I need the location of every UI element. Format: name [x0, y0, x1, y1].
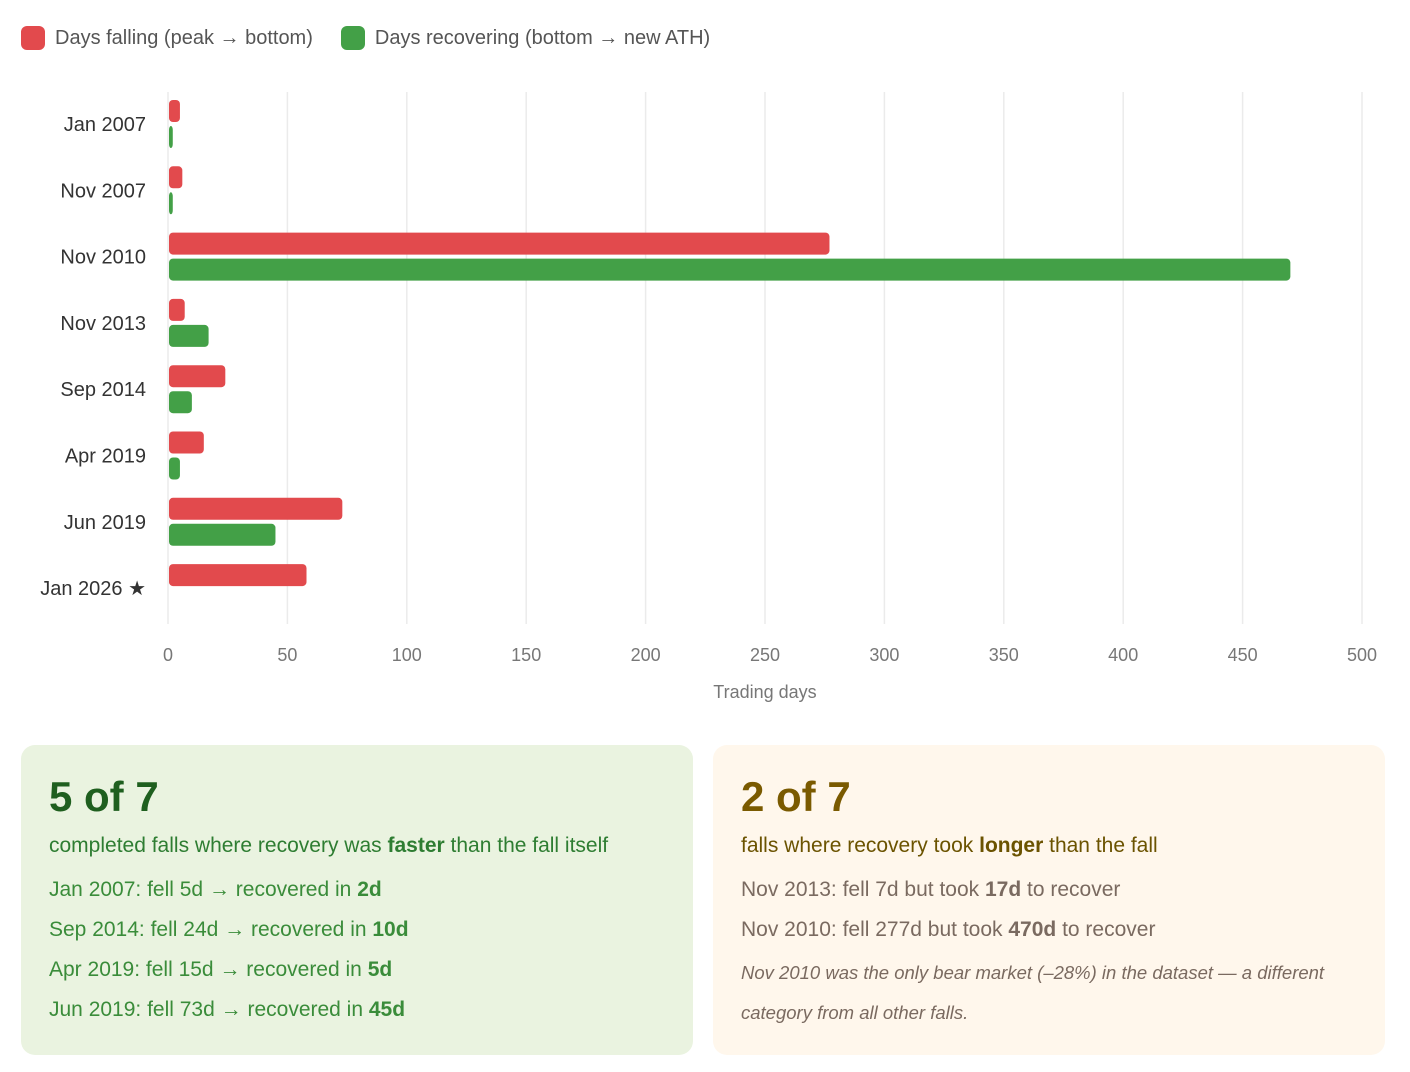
bar-recovering[interactable]	[169, 324, 209, 347]
legend-label-recovering: Days recovering (bottom → new ATH)	[374, 26, 711, 49]
category-labels: Jan 2007 Nov 2007 Nov 2010 Nov 2013 Sep 2014…	[40, 114, 146, 600]
x-tick-label: 450	[1228, 645, 1258, 665]
longer-item: Nov 2010: fell 277d but took 470d to rec…	[741, 918, 1156, 941]
bar-falling[interactable]	[169, 564, 307, 587]
bar-falling[interactable]	[169, 100, 180, 122]
category-label: Sep 2014	[60, 379, 146, 401]
longer-recovery-card: 2 of 7 falls where recovery took longer …	[713, 745, 1385, 1055]
bear-market-note: Nov 2010 was the only bear market (–28%)…	[741, 962, 1325, 1023]
x-tick-label: 400	[1108, 645, 1138, 665]
category-label: Apr 2019	[65, 446, 146, 468]
legend-item-falling[interactable]: Days falling (peak → bottom)	[21, 26, 313, 50]
faster-subtitle: completed falls where recovery was faste…	[49, 834, 609, 857]
bar-chart: Jan 2007 Nov 2007 Nov 2010 Nov 2013 Sep 2014…	[40, 92, 1377, 702]
faster-item: Sep 2014: fell 24d → recovered in 10d	[49, 918, 409, 941]
legend-item-recovering[interactable]: Days recovering (bottom → new ATH)	[340, 26, 711, 50]
bar-recovering[interactable]	[169, 523, 276, 546]
bar-falling[interactable]	[169, 298, 185, 321]
longer-subtitle: falls where recovery took longer than th…	[741, 834, 1158, 857]
faster-item: Jan 2007: fell 5d → recovered in 2d	[49, 878, 382, 901]
x-tick-label: 250	[750, 645, 780, 665]
faster-item: Apr 2019: fell 15d → recovered in 5d	[49, 958, 393, 981]
x-tick-label: 0	[163, 645, 173, 665]
legend-swatch-recovering	[340, 26, 365, 50]
x-tick-label: 50	[277, 645, 297, 665]
category-label: Jan 2026 ★	[40, 578, 146, 600]
bar-recovering[interactable]	[169, 192, 173, 215]
bar-falling[interactable]	[169, 166, 183, 189]
longer-headline: 2 of 7	[741, 773, 851, 820]
x-tick-label: 200	[631, 645, 661, 665]
category-label: Nov 2010	[60, 247, 146, 269]
bar-falling[interactable]	[169, 497, 343, 520]
bar-recovering[interactable]	[169, 126, 173, 148]
faster-headline: 5 of 7	[49, 773, 159, 820]
x-tick-label: 500	[1347, 645, 1377, 665]
x-tick-label: 100	[392, 645, 422, 665]
bar-recovering[interactable]	[169, 457, 180, 480]
legend-swatch-falling	[21, 26, 45, 50]
legend-label-falling: Days falling (peak → bottom)	[55, 26, 313, 49]
x-tick-label: 350	[989, 645, 1019, 665]
faster-item: Jun 2019: fell 73d → recovered in 45d	[49, 998, 406, 1021]
bars	[169, 100, 1291, 587]
x-tick-label: 300	[869, 645, 899, 665]
bar-recovering[interactable]	[169, 391, 192, 414]
x-tick-labels: 0 50 100 150 200 250 300 350 400 450 500	[163, 645, 1377, 665]
faster-recovery-card: 5 of 7 completed falls where recovery wa…	[21, 745, 693, 1055]
chart-legend: Days falling (peak → bottom) Days recove…	[21, 26, 710, 50]
category-label: Jan 2007	[64, 114, 146, 136]
x-tick-label: 150	[511, 645, 541, 665]
bar-falling[interactable]	[169, 431, 204, 454]
longer-item: Nov 2013: fell 7d but took 17d to recove…	[741, 878, 1121, 901]
category-label: Nov 2007	[60, 180, 146, 202]
category-label: Jun 2019	[64, 512, 146, 534]
bar-falling[interactable]	[169, 232, 830, 255]
category-label: Nov 2013	[60, 313, 146, 335]
grid-lines	[167, 92, 1363, 624]
bar-falling[interactable]	[169, 365, 226, 388]
x-axis-label: Trading days	[713, 682, 816, 702]
bar-recovering[interactable]	[169, 258, 1291, 281]
